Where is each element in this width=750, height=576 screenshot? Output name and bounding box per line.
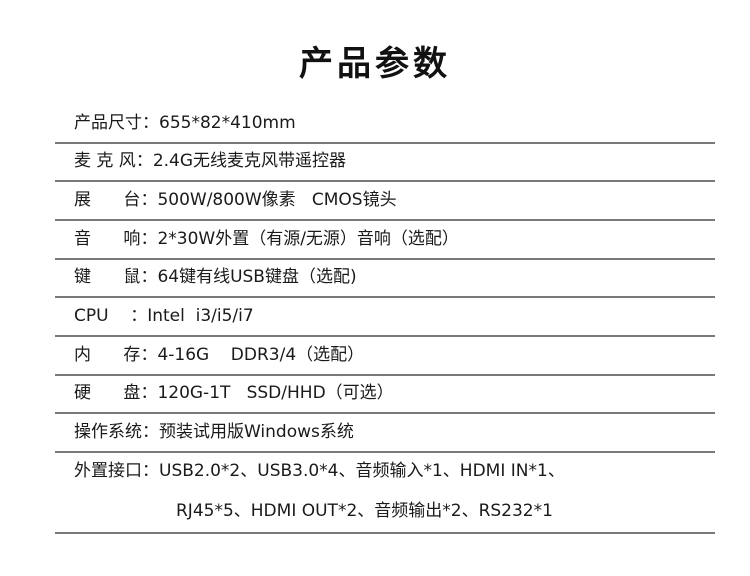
spec-value: 500W/800W像素 CMOS镜头 bbox=[157, 190, 397, 210]
row-divider bbox=[55, 374, 715, 376]
spec-separator: ： bbox=[142, 422, 159, 442]
spec-separator: ： bbox=[142, 461, 159, 481]
spec-label: 外置接口 bbox=[74, 461, 142, 481]
row-divider bbox=[55, 412, 715, 414]
row-divider bbox=[55, 219, 715, 221]
spec-value: 2.4G无线麦克风带遥控器 bbox=[152, 151, 347, 171]
page-title: 产品参数 bbox=[299, 44, 451, 84]
spec-value: 2*30W外置（有源/无源）音响（选配） bbox=[157, 229, 459, 249]
row-divider bbox=[55, 451, 715, 453]
spec-value: 120G-1T SSD/HHD（可选） bbox=[157, 383, 394, 403]
spec-value: 预装试用版Windows系统 bbox=[159, 422, 354, 442]
spec-label: 内 存 bbox=[74, 345, 141, 365]
spec-row: 外置接口：USB2.0*2、USB3.0*4、音频输入*1、HDMI IN*1、 bbox=[74, 452, 710, 490]
spec-separator: ： bbox=[140, 190, 158, 210]
spec-separator: ： bbox=[140, 267, 158, 287]
spec-value: USB2.0*2、USB3.0*4、音频输入*1、HDMI IN*1、 bbox=[159, 461, 565, 481]
spec-label: CPU bbox=[74, 306, 131, 326]
spec-value: 64键有线USB键盘（选配) bbox=[157, 267, 357, 287]
spec-label: 麦 克 风 bbox=[74, 151, 136, 171]
spec-separator: ： bbox=[140, 229, 158, 249]
spec-label: 硬 盘 bbox=[74, 383, 141, 403]
spec-separator: ： bbox=[142, 113, 159, 133]
spec-value: 655*82*410mm bbox=[159, 113, 296, 133]
spec-row: 操作系统：预装试用版Windows系统 bbox=[74, 413, 710, 451]
spec-separator: ： bbox=[140, 383, 158, 403]
spec-label: 键 鼠 bbox=[74, 267, 141, 287]
spec-value: Intel i3/i5/i7 bbox=[147, 306, 254, 326]
row-divider bbox=[55, 532, 715, 534]
spec-label: 展 台 bbox=[74, 190, 141, 210]
spec-separator: ： bbox=[130, 306, 148, 326]
spec-value: 4-16G DDR3/4（选配） bbox=[157, 345, 365, 365]
row-divider bbox=[55, 142, 715, 144]
spec-value-continued: RJ45*5、HDMI OUT*2、音频输出*2、RS232*1 bbox=[176, 501, 553, 521]
spec-label: 产品尺寸 bbox=[74, 113, 142, 133]
spec-label: 操作系统 bbox=[74, 422, 142, 442]
spec-separator: ： bbox=[135, 151, 153, 171]
row-divider bbox=[55, 180, 715, 182]
spec-row: CPU ：Intel i3/i5/i7 bbox=[74, 297, 710, 335]
row-divider bbox=[55, 335, 715, 337]
spec-row: 展 台：500W/800W像素 CMOS镜头 bbox=[74, 181, 710, 219]
spec-separator: ： bbox=[140, 345, 158, 365]
row-divider bbox=[55, 258, 715, 260]
spec-row: 产品尺寸：655*82*410mm bbox=[74, 104, 710, 142]
spec-row: 麦 克 风：2.4G无线麦克风带遥控器 bbox=[74, 142, 710, 180]
spec-row: 内 存：4-16G DDR3/4（选配） bbox=[74, 336, 710, 374]
spec-row: 硬 盘：120G-1T SSD/HHD（可选） bbox=[74, 374, 710, 412]
spec-label: 音 响 bbox=[74, 229, 141, 249]
row-divider bbox=[55, 296, 715, 298]
spec-row: 音 响：2*30W外置（有源/无源）音响（选配） bbox=[74, 220, 710, 258]
spec-row: 键 鼠：64键有线USB键盘（选配) bbox=[74, 258, 710, 296]
